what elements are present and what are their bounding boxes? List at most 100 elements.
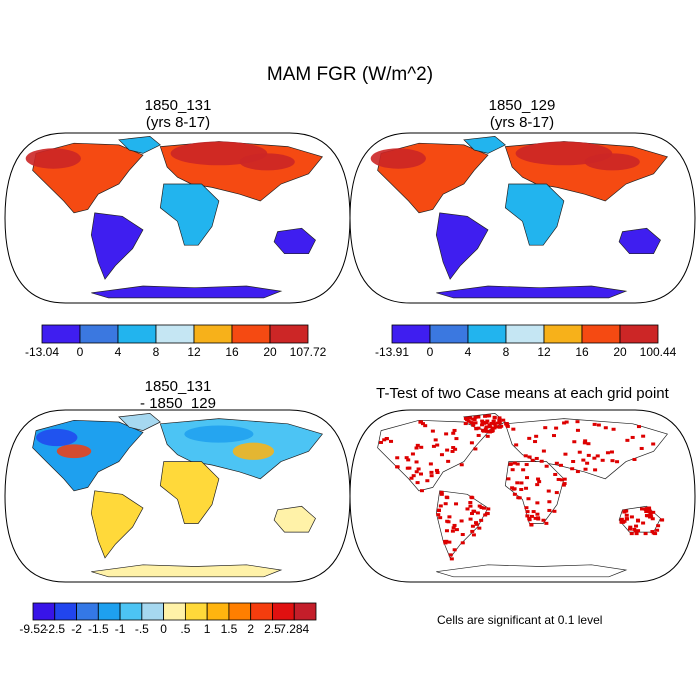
significant-cell: [443, 541, 448, 545]
significant-cell: [646, 506, 651, 510]
continent-greenland: [118, 413, 161, 431]
significant-cell: [436, 508, 441, 512]
significant-cell: [541, 518, 546, 522]
colorbar-tick-label: -2.5: [44, 622, 66, 636]
colorbar-tick-label: 0: [76, 345, 84, 359]
significant-cell: [483, 427, 488, 431]
significant-cell: [636, 425, 641, 429]
significant-cell: [474, 427, 479, 431]
significant-cell: [641, 434, 646, 438]
continent-greenland: [463, 136, 506, 154]
significant-cell: [633, 529, 638, 533]
colorbar-panel2: [391, 324, 659, 344]
significant-cell: [575, 470, 580, 474]
significant-cell: [629, 515, 634, 519]
colorbar-swatch: [231, 324, 271, 344]
significant-cell: [610, 459, 615, 463]
significant-cell: [411, 474, 416, 478]
colorbar-swatch: [97, 602, 121, 621]
significant-cell: [514, 443, 519, 447]
significant-cell: [439, 492, 444, 496]
significant-cell: [527, 518, 532, 522]
significant-cell: [583, 467, 588, 471]
significant-cell: [595, 454, 600, 458]
significant-cell: [533, 516, 538, 520]
significant-cell: [444, 495, 449, 499]
significant-cell: [651, 531, 656, 535]
colorbar-swatch: [272, 602, 295, 621]
significant-cell: [485, 414, 490, 418]
significant-cell: [650, 517, 655, 521]
significant-cell: [515, 462, 520, 466]
significant-cell: [420, 422, 425, 426]
map-frame: [4, 132, 351, 304]
colorbar-tick-label: -2: [71, 622, 82, 636]
significant-cell: [488, 425, 493, 429]
significant-cell: [493, 425, 498, 429]
significant-cell: [431, 444, 436, 448]
significant-cell: [438, 516, 443, 520]
panel4-title: T-Test of two Case means at each grid po…: [350, 385, 695, 402]
significant-cell: [630, 435, 635, 439]
colorbar-swatch: [391, 324, 431, 344]
colorbar-swatch: [269, 324, 309, 344]
significant-cell: [552, 509, 557, 513]
colorbar-tick-label: 100.44: [639, 345, 677, 359]
significant-cell: [471, 533, 476, 537]
colorbar-tick-label: 2.5: [264, 622, 281, 636]
significant-cell: [450, 449, 455, 453]
colorbar-swatch: [141, 602, 165, 621]
significant-cell: [562, 477, 567, 481]
significant-cell: [378, 440, 383, 444]
significant-cell: [655, 528, 660, 532]
significant-cell: [429, 470, 434, 474]
difference-region: [36, 428, 78, 447]
continent-africa: [159, 183, 220, 246]
significant-cell: [389, 439, 394, 443]
significant-cell: [554, 491, 559, 495]
significant-cell: [547, 500, 552, 504]
significant-cell: [644, 510, 649, 514]
significant-cell: [519, 481, 524, 485]
significant-cell: [583, 439, 588, 443]
significant-cell: [497, 425, 502, 429]
significant-cell: [444, 432, 449, 436]
significant-cell: [656, 524, 661, 528]
continent-south-america: [90, 212, 144, 280]
significant-cell: [561, 483, 566, 487]
colorbar-tick-label: 107.72: [289, 345, 327, 359]
significant-cell: [526, 497, 531, 501]
significant-cell: [563, 452, 568, 456]
figure-title: MAM FGR (W/m^2): [266, 64, 434, 85]
high-flux-region: [25, 148, 81, 169]
significant-cell: [470, 529, 475, 533]
colorbar-tick-label: 12: [187, 345, 201, 359]
significant-cell: [648, 513, 653, 517]
significant-cell: [469, 441, 474, 445]
significant-cell: [632, 527, 637, 531]
continent-eurasia: [504, 418, 668, 480]
significant-cell: [484, 421, 489, 425]
significant-cell: [497, 419, 502, 423]
significant-cell: [492, 422, 497, 426]
significant-cell: [471, 421, 476, 425]
colorbar-tick-label: 7.284: [279, 622, 310, 636]
significant-cell: [660, 518, 665, 522]
significant-cell: [438, 504, 443, 508]
significant-cell: [510, 468, 515, 472]
significant-cell: [451, 526, 456, 530]
colorbar-swatch: [155, 324, 195, 344]
significant-cell: [405, 466, 410, 470]
significant-cell: [476, 433, 481, 437]
high-flux-region: [239, 153, 295, 171]
significant-cell: [473, 421, 478, 425]
significance-note: Cells are significant at 0.1 level: [437, 613, 603, 627]
significant-cell: [436, 513, 441, 517]
significant-cell: [644, 507, 649, 511]
significant-cell: [600, 458, 605, 462]
significant-cell: [544, 521, 549, 525]
significant-cell: [454, 502, 459, 506]
colorbar-tick-label: 1: [203, 622, 211, 636]
significant-cell: [624, 517, 629, 521]
significant-cell: [483, 414, 488, 418]
